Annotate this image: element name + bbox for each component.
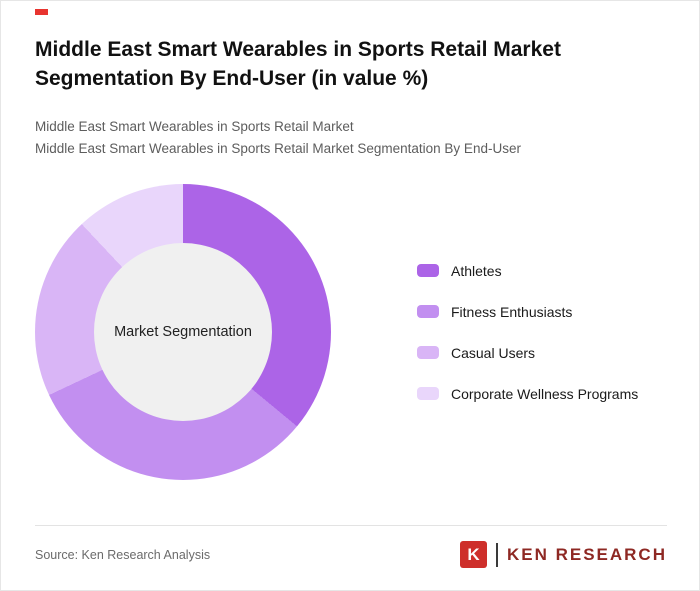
legend-item: Fitness Enthusiasts bbox=[417, 304, 638, 320]
legend-label: Corporate Wellness Programs bbox=[451, 385, 639, 402]
legend: Athletes Fitness Enthusiasts Casual User… bbox=[417, 263, 638, 402]
footer: Source: Ken Research Analysis K KEN RESE… bbox=[35, 525, 667, 568]
subtitle-line-2: Middle East Smart Wearables in Sports Re… bbox=[35, 141, 521, 157]
logo-k-icon: K bbox=[459, 541, 487, 568]
page-title: Middle East Smart Wearables in Sports Re… bbox=[35, 38, 561, 90]
logo-divider bbox=[495, 542, 498, 567]
subtitle-line-1: Middle East Smart Wearables in Sports Re… bbox=[35, 118, 354, 134]
legend-label: Athletes bbox=[451, 262, 502, 279]
legend-swatch bbox=[417, 346, 439, 360]
legend-swatch bbox=[417, 387, 439, 401]
legend-label: Fitness Enthusiasts bbox=[451, 303, 573, 320]
subtitle-block: Middle East Smart Wearables in Sports Re… bbox=[35, 116, 665, 161]
donut-center-label: Market Segmentation bbox=[114, 324, 252, 341]
chart-area: Market Segmentation Athletes Fitness Ent… bbox=[1, 184, 699, 481]
legend-item: Athletes bbox=[417, 263, 638, 279]
logo-wordmark: KEN RESEARCH bbox=[506, 544, 667, 564]
legend-item: Corporate Wellness Programs bbox=[417, 386, 638, 402]
brand-accent-bar bbox=[35, 9, 48, 15]
legend-label: Casual Users bbox=[451, 344, 536, 361]
ken-research-logo: K KEN RESEARCH bbox=[459, 541, 667, 568]
donut-wrap: Market Segmentation bbox=[35, 184, 331, 481]
donut-center: Market Segmentation bbox=[94, 243, 272, 422]
legend-swatch bbox=[417, 264, 439, 278]
header: Middle East Smart Wearables in Sports Re… bbox=[1, 1, 699, 160]
legend-swatch bbox=[417, 305, 439, 319]
legend-item: Casual Users bbox=[417, 345, 638, 361]
source-text: Source: Ken Research Analysis bbox=[35, 547, 211, 562]
